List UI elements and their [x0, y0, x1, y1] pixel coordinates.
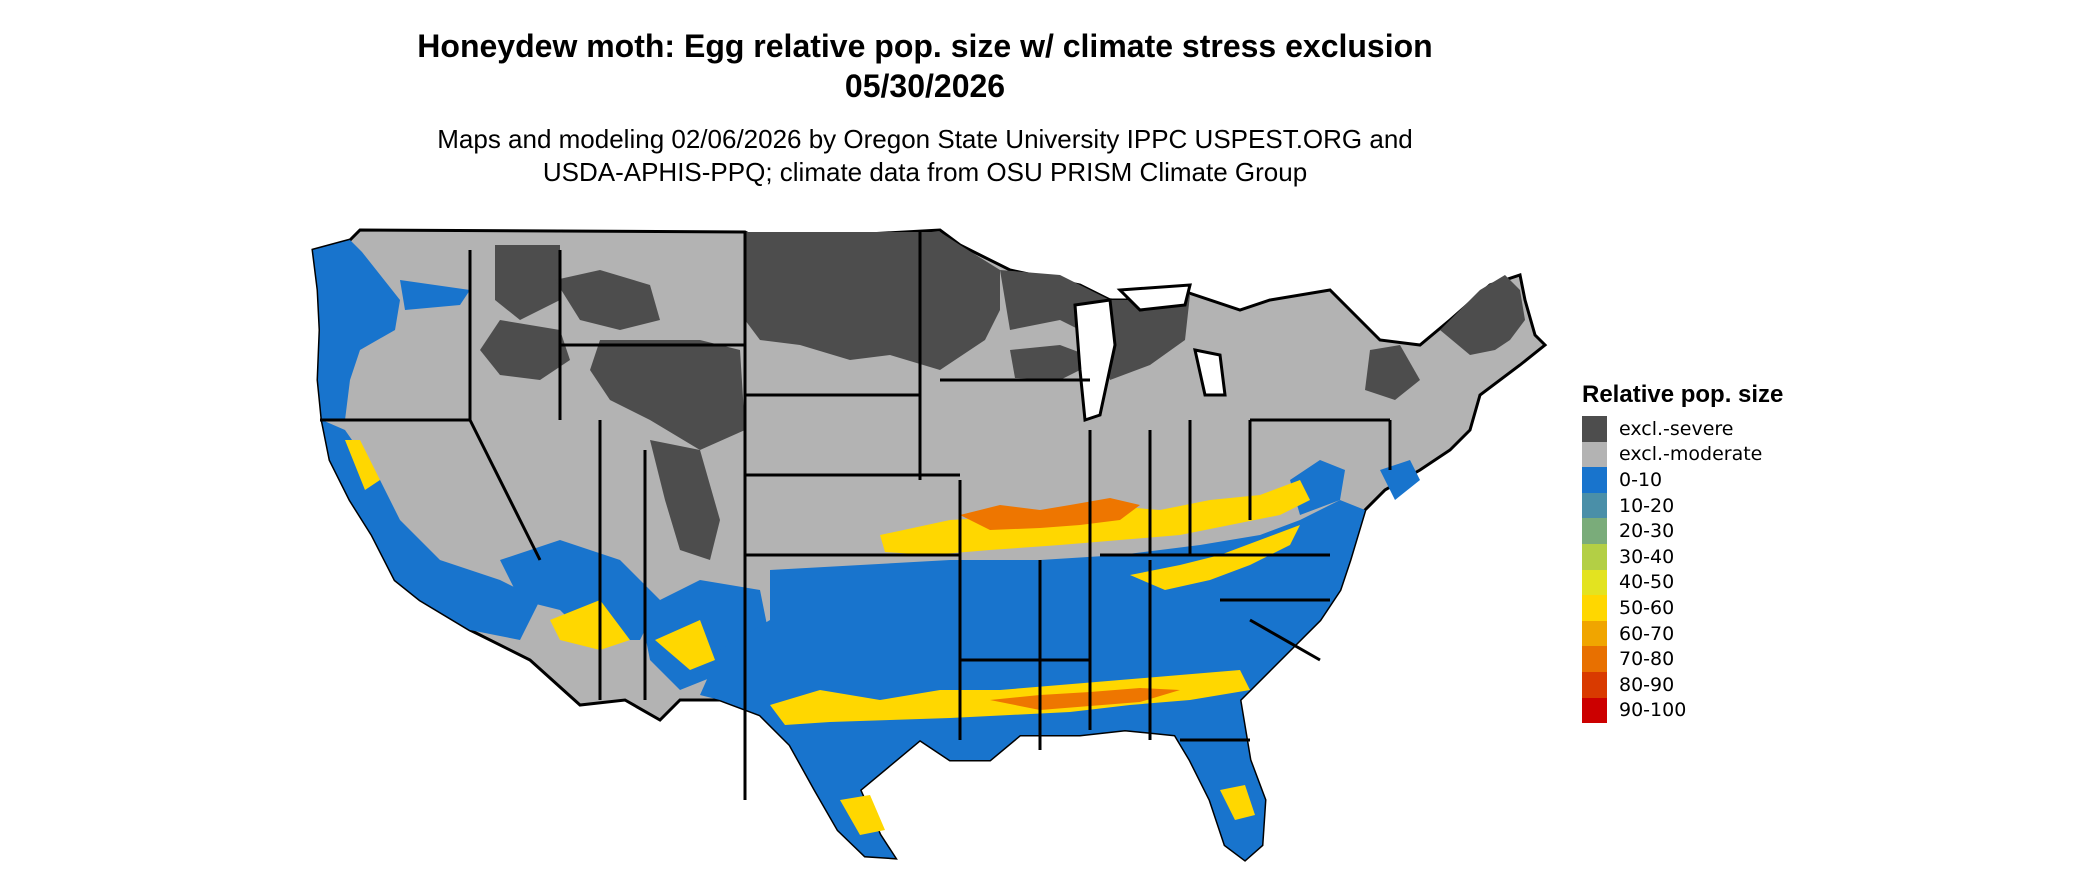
legend-label: 70-80: [1619, 648, 1675, 671]
legend-swatch: [1582, 671, 1607, 698]
state-boundaries: [320, 230, 1392, 800]
legend-label: 40-50: [1619, 571, 1675, 594]
legend-swatch: [1582, 697, 1607, 724]
legend-label: 80-90: [1619, 673, 1675, 696]
legend-swatch: [1582, 646, 1607, 672]
legend-label: 50-60: [1619, 596, 1675, 619]
legend-swatch: [1582, 416, 1607, 442]
legend-row: 30-40: [1582, 543, 1783, 570]
legend-title: Relative pop. size: [1582, 381, 1784, 408]
legend-swatch: [1582, 620, 1607, 647]
legend-swatch: [1582, 467, 1607, 493]
legend-label: 0-10: [1619, 468, 1663, 491]
legend-label: 60-70: [1619, 622, 1675, 645]
mid-population-bands: [345, 440, 1310, 835]
legend-label: 90-100: [1619, 699, 1687, 722]
legend-swatch: [1582, 518, 1607, 544]
legend-label: excl.-severe: [1619, 417, 1734, 440]
great-lakes: [1073, 283, 1227, 423]
legend-row: 50-60: [1582, 595, 1783, 621]
legend-label: excl.-moderate: [1619, 443, 1763, 466]
legend-items: excl.-severe excl.-moderate 0-10 10-20 20-30…: [1582, 416, 1783, 724]
legend-label: 30-40: [1619, 545, 1675, 568]
legend-row: excl.-moderate: [1582, 441, 1783, 468]
legend-row: 40-50: [1582, 569, 1783, 596]
severe-exclusion-areas: [480, 232, 1525, 560]
legend-swatch: [1582, 441, 1607, 468]
map-credit-line-2: USDA-APHIS-PPQ; climate data from OSU PR…: [542, 157, 1308, 187]
legend-row: 10-20: [1582, 492, 1783, 519]
legend-row: 90-100: [1582, 697, 1783, 724]
map-date: 05/30/2026: [844, 68, 1006, 104]
legend-swatch: [1582, 595, 1607, 621]
legend-row: 70-80: [1582, 646, 1783, 672]
legend-row: 60-70: [1582, 620, 1783, 647]
legend-row: excl.-severe: [1582, 416, 1783, 442]
map-credit-line-1: Maps and modeling 02/06/2026 by Oregon S…: [437, 124, 1413, 154]
legend-swatch: [1582, 569, 1607, 596]
legend-swatch: [1582, 492, 1607, 519]
map-title: Honeydew moth: Egg relative pop. size w/…: [417, 28, 1433, 64]
legend-swatch: [1582, 543, 1607, 570]
legend: Relative pop. size excl.-severe excl.-mod…: [1582, 380, 1784, 724]
legend-row: 80-90: [1582, 671, 1783, 698]
legend-row: 20-30: [1582, 518, 1783, 544]
legend-label: 10-20: [1619, 494, 1675, 517]
legend-label: 20-30: [1619, 520, 1675, 543]
legend-row: 0-10: [1582, 467, 1783, 493]
